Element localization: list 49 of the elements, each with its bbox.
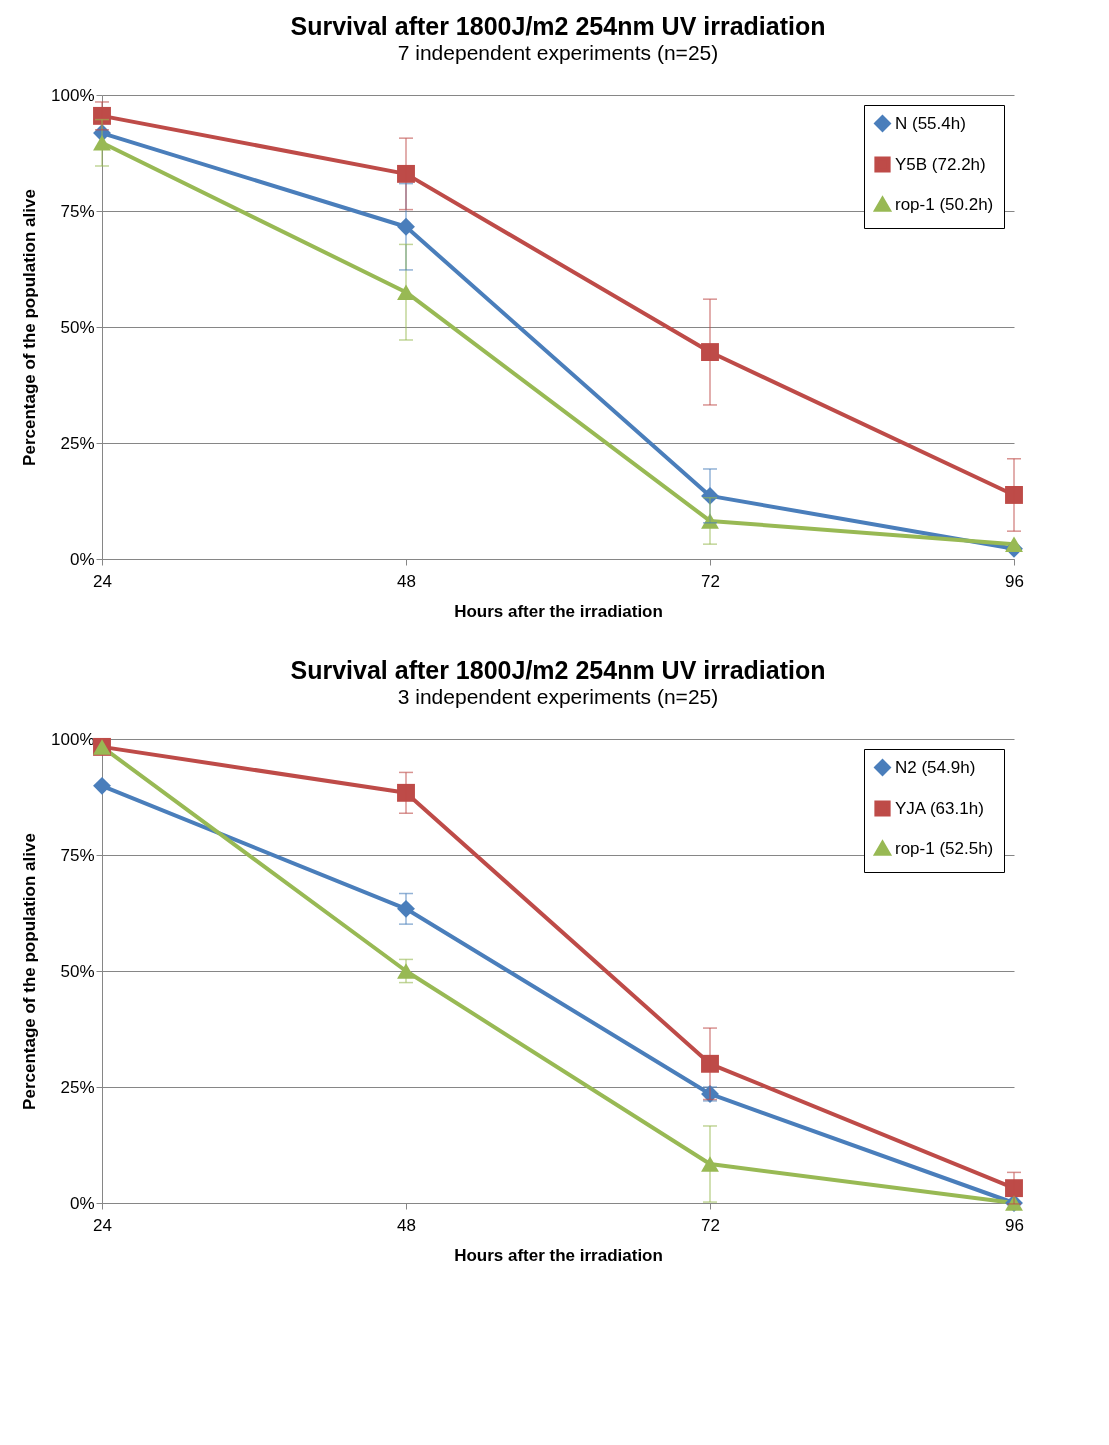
point (397, 284, 415, 300)
point (701, 513, 719, 529)
point (1005, 536, 1023, 552)
point (1005, 486, 1023, 504)
legend-label: YJA (63.1h) (895, 798, 984, 818)
y-tick-label: 50% (60, 317, 95, 337)
point (701, 486, 719, 505)
x-tick-label: 24 (93, 571, 112, 591)
x-tick-label: 72 (701, 571, 720, 591)
chart-subtitle: 3 independent experiments (n=25) (397, 685, 719, 708)
point (397, 899, 415, 918)
chart-subtitle: 7 independent experiments (n=25) (397, 41, 719, 64)
legend-label: N2 (54.9h) (895, 757, 976, 777)
x-axis-title: Hours after the irradiation (454, 1245, 663, 1265)
point (701, 343, 719, 361)
x-tick-label: 48 (397, 571, 416, 591)
legend-label: rop-1 (50.2h) (895, 194, 994, 214)
y-tick-label: 0% (69, 549, 95, 569)
x-axis-title: Hours after the irradiation (454, 601, 663, 621)
point (397, 963, 415, 979)
legend-label: rop-1 (52.5h) (895, 838, 994, 858)
point (93, 776, 111, 795)
chart-title: Survival after 1800J/m2 254nm UV irradiation (290, 12, 826, 40)
x-tick-label: 96 (1005, 1215, 1024, 1235)
y-axis-title: Percentage of the population alive (20, 833, 40, 1110)
y-tick-label: 75% (60, 201, 95, 221)
y-tick-label: 75% (60, 845, 95, 865)
y-tick-label: 25% (60, 1077, 95, 1097)
point (701, 1054, 719, 1073)
chart-title: Survival after 1800J/m2 254nm UV irradiation (290, 656, 826, 684)
y-tick-label: 25% (60, 433, 95, 453)
x-tick-label: 96 (1005, 571, 1024, 591)
x-tick-label: 24 (93, 1215, 112, 1235)
x-tick-label: 72 (701, 1215, 720, 1235)
legend-label: N (55.4h) (895, 113, 966, 133)
point (701, 1156, 719, 1172)
point (93, 135, 111, 151)
y-tick-label: 100% (51, 729, 95, 749)
y-tick-label: 0% (69, 1193, 95, 1213)
y-tick-label: 100% (51, 85, 95, 105)
point (397, 164, 415, 183)
legend-label: Y5B (72.2h) (895, 154, 986, 174)
y-axis-title: Percentage of the population alive (20, 189, 40, 466)
point (397, 783, 415, 802)
point (397, 217, 415, 236)
y-tick-label: 50% (60, 961, 95, 981)
x-tick-label: 48 (397, 1215, 416, 1235)
point (1005, 1179, 1023, 1198)
point (93, 106, 111, 125)
